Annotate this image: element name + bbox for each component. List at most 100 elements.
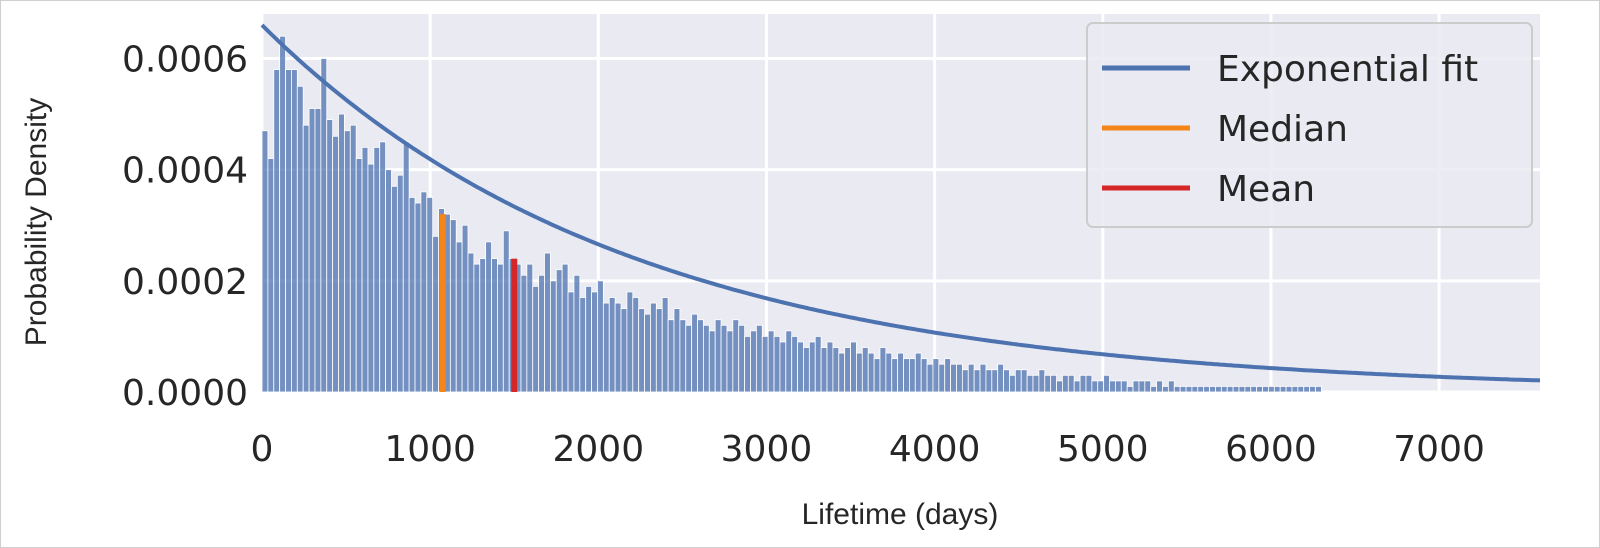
histogram-bar xyxy=(761,336,769,393)
histogram-bar xyxy=(1179,386,1187,393)
histogram-bar xyxy=(549,280,557,393)
stat-markers xyxy=(439,214,518,392)
histogram-bar xyxy=(591,291,598,393)
histogram-bar xyxy=(526,263,534,393)
histogram-bar xyxy=(544,252,551,393)
histogram-bar xyxy=(361,147,369,393)
histogram-bar xyxy=(1097,380,1105,393)
histogram-bar xyxy=(573,274,581,393)
histogram-bar xyxy=(579,297,587,393)
y-tick-label: 0.0002 xyxy=(122,262,248,303)
histogram-bar xyxy=(914,352,922,393)
histogram-bar xyxy=(1173,386,1181,393)
histogram-bar xyxy=(479,258,487,393)
histogram-bar xyxy=(1026,374,1034,393)
histogram-bar xyxy=(909,358,916,393)
legend-label-median: Median xyxy=(1217,109,1348,150)
histogram-bar xyxy=(326,119,334,393)
fit-curve-group xyxy=(260,23,1541,383)
histogram-bar xyxy=(873,358,881,393)
histogram-bar xyxy=(638,308,645,393)
histogram-bar xyxy=(1120,380,1128,393)
histogram-bar xyxy=(1009,374,1016,393)
histogram-bar xyxy=(1050,374,1057,393)
histogram-bar xyxy=(1067,374,1075,393)
histogram-bar xyxy=(1138,380,1146,393)
histogram-bar xyxy=(856,352,863,393)
histogram-bar xyxy=(785,330,793,393)
histogram-bar xyxy=(685,324,693,393)
histogram-bar xyxy=(973,369,981,393)
histogram-bar xyxy=(985,369,993,393)
x-tick-label: 1000 xyxy=(384,429,476,470)
histogram-bar xyxy=(1256,386,1263,393)
histogram-bars xyxy=(261,35,1322,393)
histogram-bar xyxy=(602,302,610,393)
histogram-bar xyxy=(1044,374,1052,393)
x-axis-label: Lifetime (days) xyxy=(802,498,999,531)
histogram-bar xyxy=(473,263,481,393)
histogram-bar xyxy=(1303,386,1311,393)
histogram-bar xyxy=(267,158,275,393)
histogram-bar xyxy=(426,197,434,393)
histogram-bar xyxy=(885,352,893,393)
histogram-bar xyxy=(302,124,310,393)
histogram-bar xyxy=(703,324,710,393)
histogram-bar xyxy=(773,336,781,393)
histogram-bar xyxy=(867,352,875,393)
histogram-bar xyxy=(1056,380,1063,393)
histogram-bar xyxy=(1215,386,1222,393)
histogram-bar xyxy=(455,241,463,393)
histogram-bar xyxy=(1244,386,1252,393)
histogram-bar xyxy=(926,363,934,393)
histogram-bar xyxy=(332,135,339,393)
histogram-bar xyxy=(944,358,952,393)
histogram-bar xyxy=(1279,386,1287,393)
histogram-bar xyxy=(1126,386,1134,393)
histogram-bar xyxy=(861,347,869,393)
histogram-bar xyxy=(938,363,946,393)
histogram-bar xyxy=(320,58,328,393)
histogram-bar xyxy=(1226,386,1234,393)
histogram-bar xyxy=(1167,380,1175,393)
histogram-bar xyxy=(661,297,669,393)
histogram-bar xyxy=(967,363,975,393)
histogram-bar xyxy=(1109,380,1116,393)
histogram-bar xyxy=(991,369,999,393)
histogram-bar xyxy=(891,358,899,393)
histogram-bar xyxy=(997,363,1004,393)
histogram-bar xyxy=(538,274,545,393)
x-tick-label: 4000 xyxy=(889,429,981,470)
histogram-bar xyxy=(655,308,663,393)
histogram-bar xyxy=(1203,386,1210,393)
x-tick-label: 5000 xyxy=(1057,429,1149,470)
histogram-bar xyxy=(679,319,687,393)
histogram-bar xyxy=(379,141,386,393)
histogram-bar xyxy=(738,324,746,393)
histogram-bar xyxy=(1250,386,1258,393)
legend: Exponential fit Median Mean xyxy=(1086,22,1533,228)
histogram-bar xyxy=(1132,380,1140,393)
x-tick-label: 6000 xyxy=(1225,429,1317,470)
y-tick-label: 0.0000 xyxy=(122,373,248,414)
histogram-bar xyxy=(367,163,375,393)
y-tick-label: 0.0006 xyxy=(122,39,248,80)
histogram-bar xyxy=(385,169,392,393)
histogram-bar xyxy=(261,130,269,393)
histogram-bar xyxy=(467,252,475,393)
histogram-bar xyxy=(1220,386,1228,393)
histogram-bar xyxy=(497,263,504,393)
histogram-bar xyxy=(744,336,751,393)
histogram-bar xyxy=(1197,386,1205,393)
histogram-bar xyxy=(979,363,987,393)
histogram-bar xyxy=(720,324,728,393)
histogram-bar xyxy=(632,297,640,393)
histogram-bar xyxy=(1232,386,1240,393)
histogram-bar xyxy=(1273,386,1281,393)
histogram-bar xyxy=(808,341,816,393)
histogram-bar xyxy=(296,85,304,393)
histogram-bar xyxy=(755,324,763,393)
histogram-bar xyxy=(1020,369,1028,393)
histogram-bar xyxy=(1209,386,1216,393)
histogram-bar xyxy=(932,358,940,393)
